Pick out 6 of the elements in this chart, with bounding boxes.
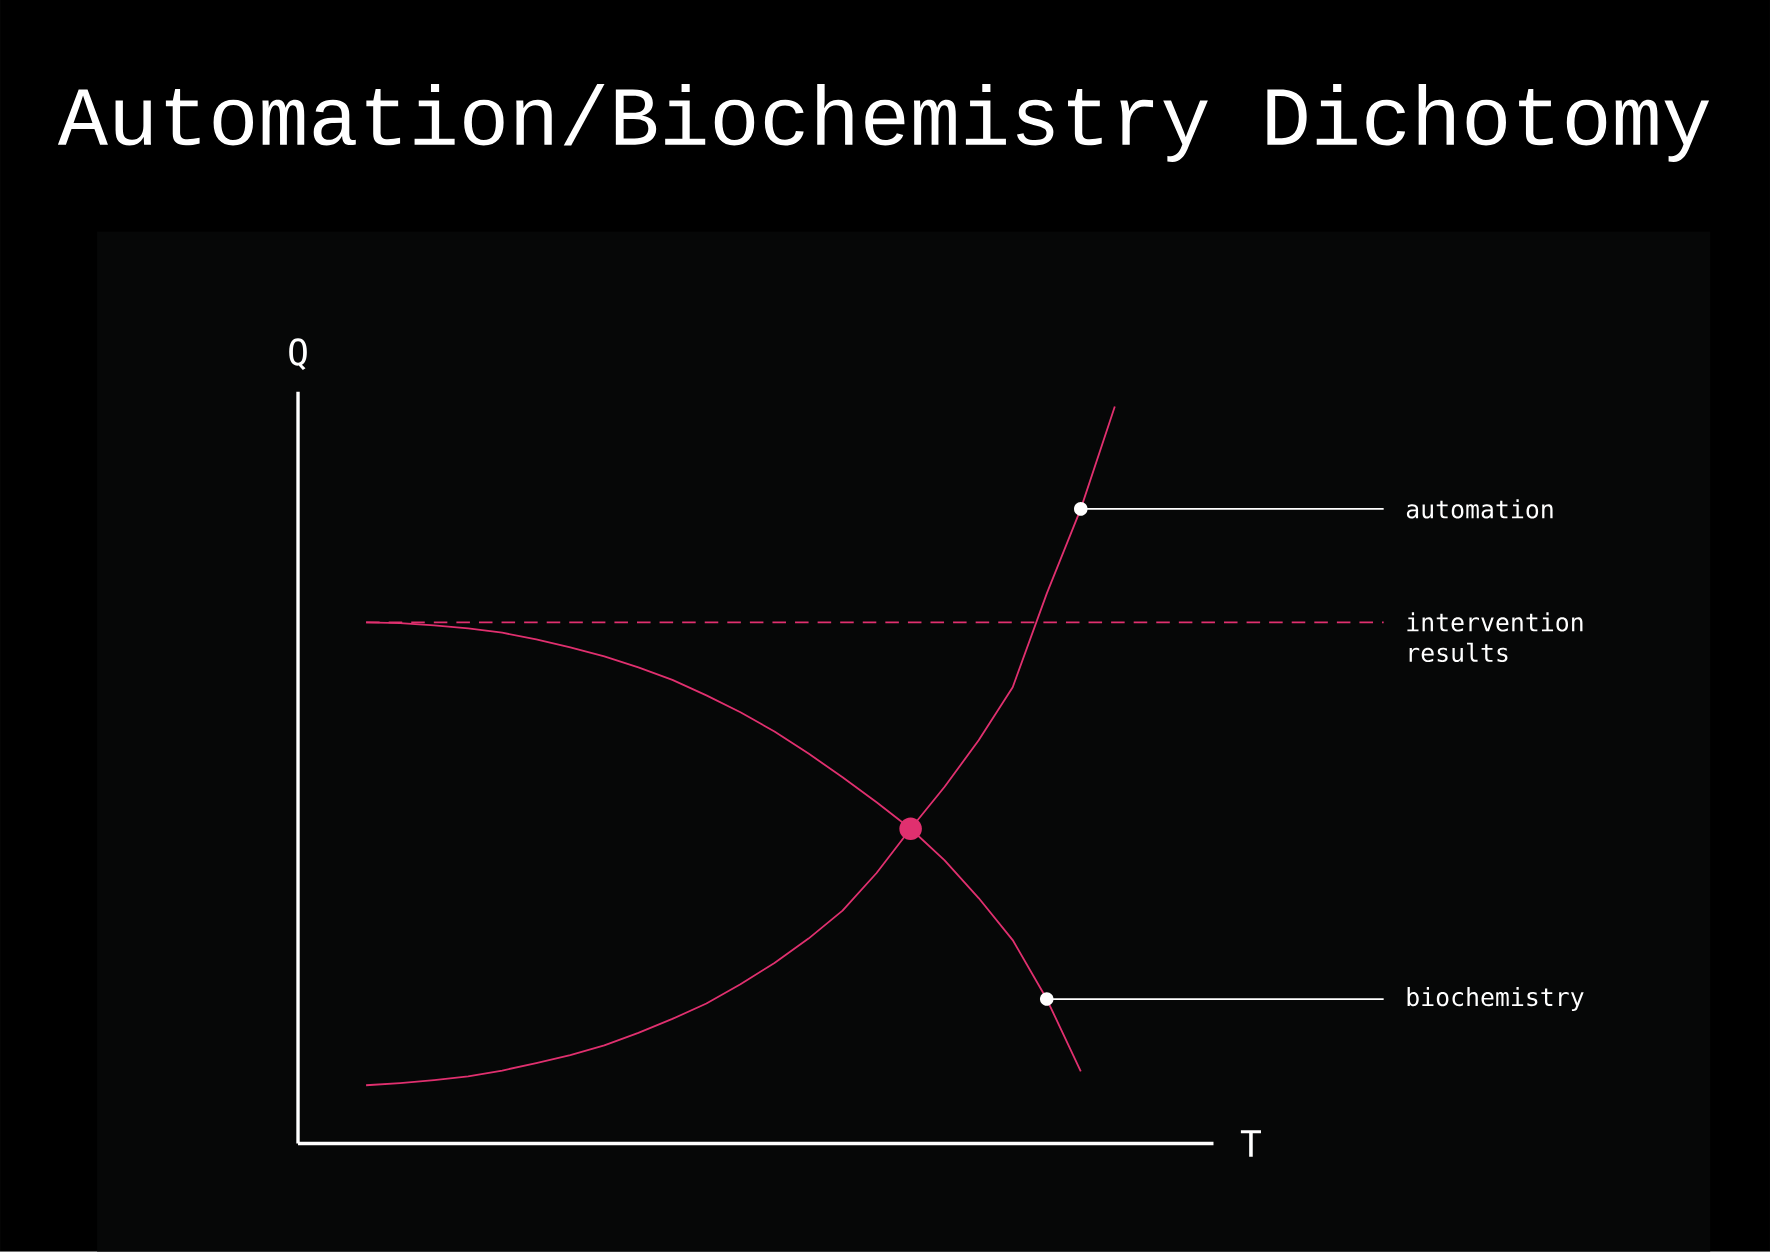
- text: automation: [1406, 499, 1553, 519]
- ref-line-label: intervention results: [1407, 612, 1583, 663]
- chart-title: Automation/Biochemistry Dichotomy: [57, 84, 1710, 163]
- y-axis-title: Q: [289, 338, 307, 370]
- text: biochemistry: [1407, 987, 1584, 1012]
- x-axis-title: T: [1240, 1130, 1261, 1157]
